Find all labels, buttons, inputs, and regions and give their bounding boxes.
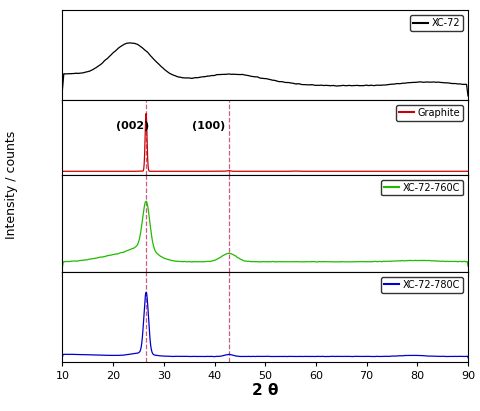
Text: Intensity / counts: Intensity / counts <box>5 131 19 239</box>
Text: (002): (002) <box>116 121 149 131</box>
Legend: XC-72: XC-72 <box>410 15 463 31</box>
Legend: Graphite: Graphite <box>396 105 463 121</box>
Legend: XC-72-780C: XC-72-780C <box>382 277 463 293</box>
X-axis label: 2 θ: 2 θ <box>252 383 278 399</box>
Legend: XC-72-760C: XC-72-760C <box>382 180 463 196</box>
Text: (100): (100) <box>192 121 225 131</box>
